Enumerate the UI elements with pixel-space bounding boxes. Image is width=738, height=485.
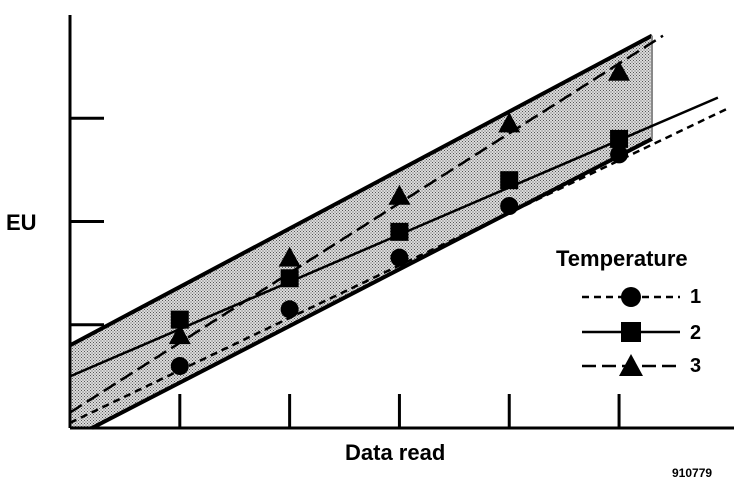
legend-label-3: 3 <box>690 355 702 377</box>
y-axis-label: EU <box>6 210 37 235</box>
series-1-point <box>500 197 519 216</box>
legend-marker-3 <box>619 354 643 376</box>
series-3-point <box>388 184 411 205</box>
legend-marker-1 <box>621 287 641 307</box>
series-2-point <box>170 310 189 329</box>
shaded-band <box>70 35 652 429</box>
series-1-point <box>280 300 299 319</box>
series-3-line <box>69 34 664 414</box>
series-2-point <box>280 269 299 288</box>
legend-title: Temperature <box>556 246 688 271</box>
series-1-point <box>390 248 409 267</box>
legend-label-2: 2 <box>690 322 702 344</box>
legend-label-1: 1 <box>690 286 702 308</box>
series-3-point <box>498 112 521 133</box>
series-3-point <box>168 324 191 345</box>
series-1-point <box>610 145 629 164</box>
series-2-point <box>390 222 409 241</box>
series-2-point <box>500 171 519 190</box>
band-upper-edge <box>69 33 653 348</box>
figure-id: 910779 <box>672 466 713 480</box>
x-axis-label: Data read <box>345 440 446 465</box>
series-3-point <box>278 246 301 267</box>
legend-marker-2 <box>621 322 641 342</box>
series-2-point <box>610 129 629 148</box>
series-3-point <box>608 60 631 81</box>
band-lower-edge <box>91 137 653 430</box>
series-1-point <box>170 357 189 376</box>
